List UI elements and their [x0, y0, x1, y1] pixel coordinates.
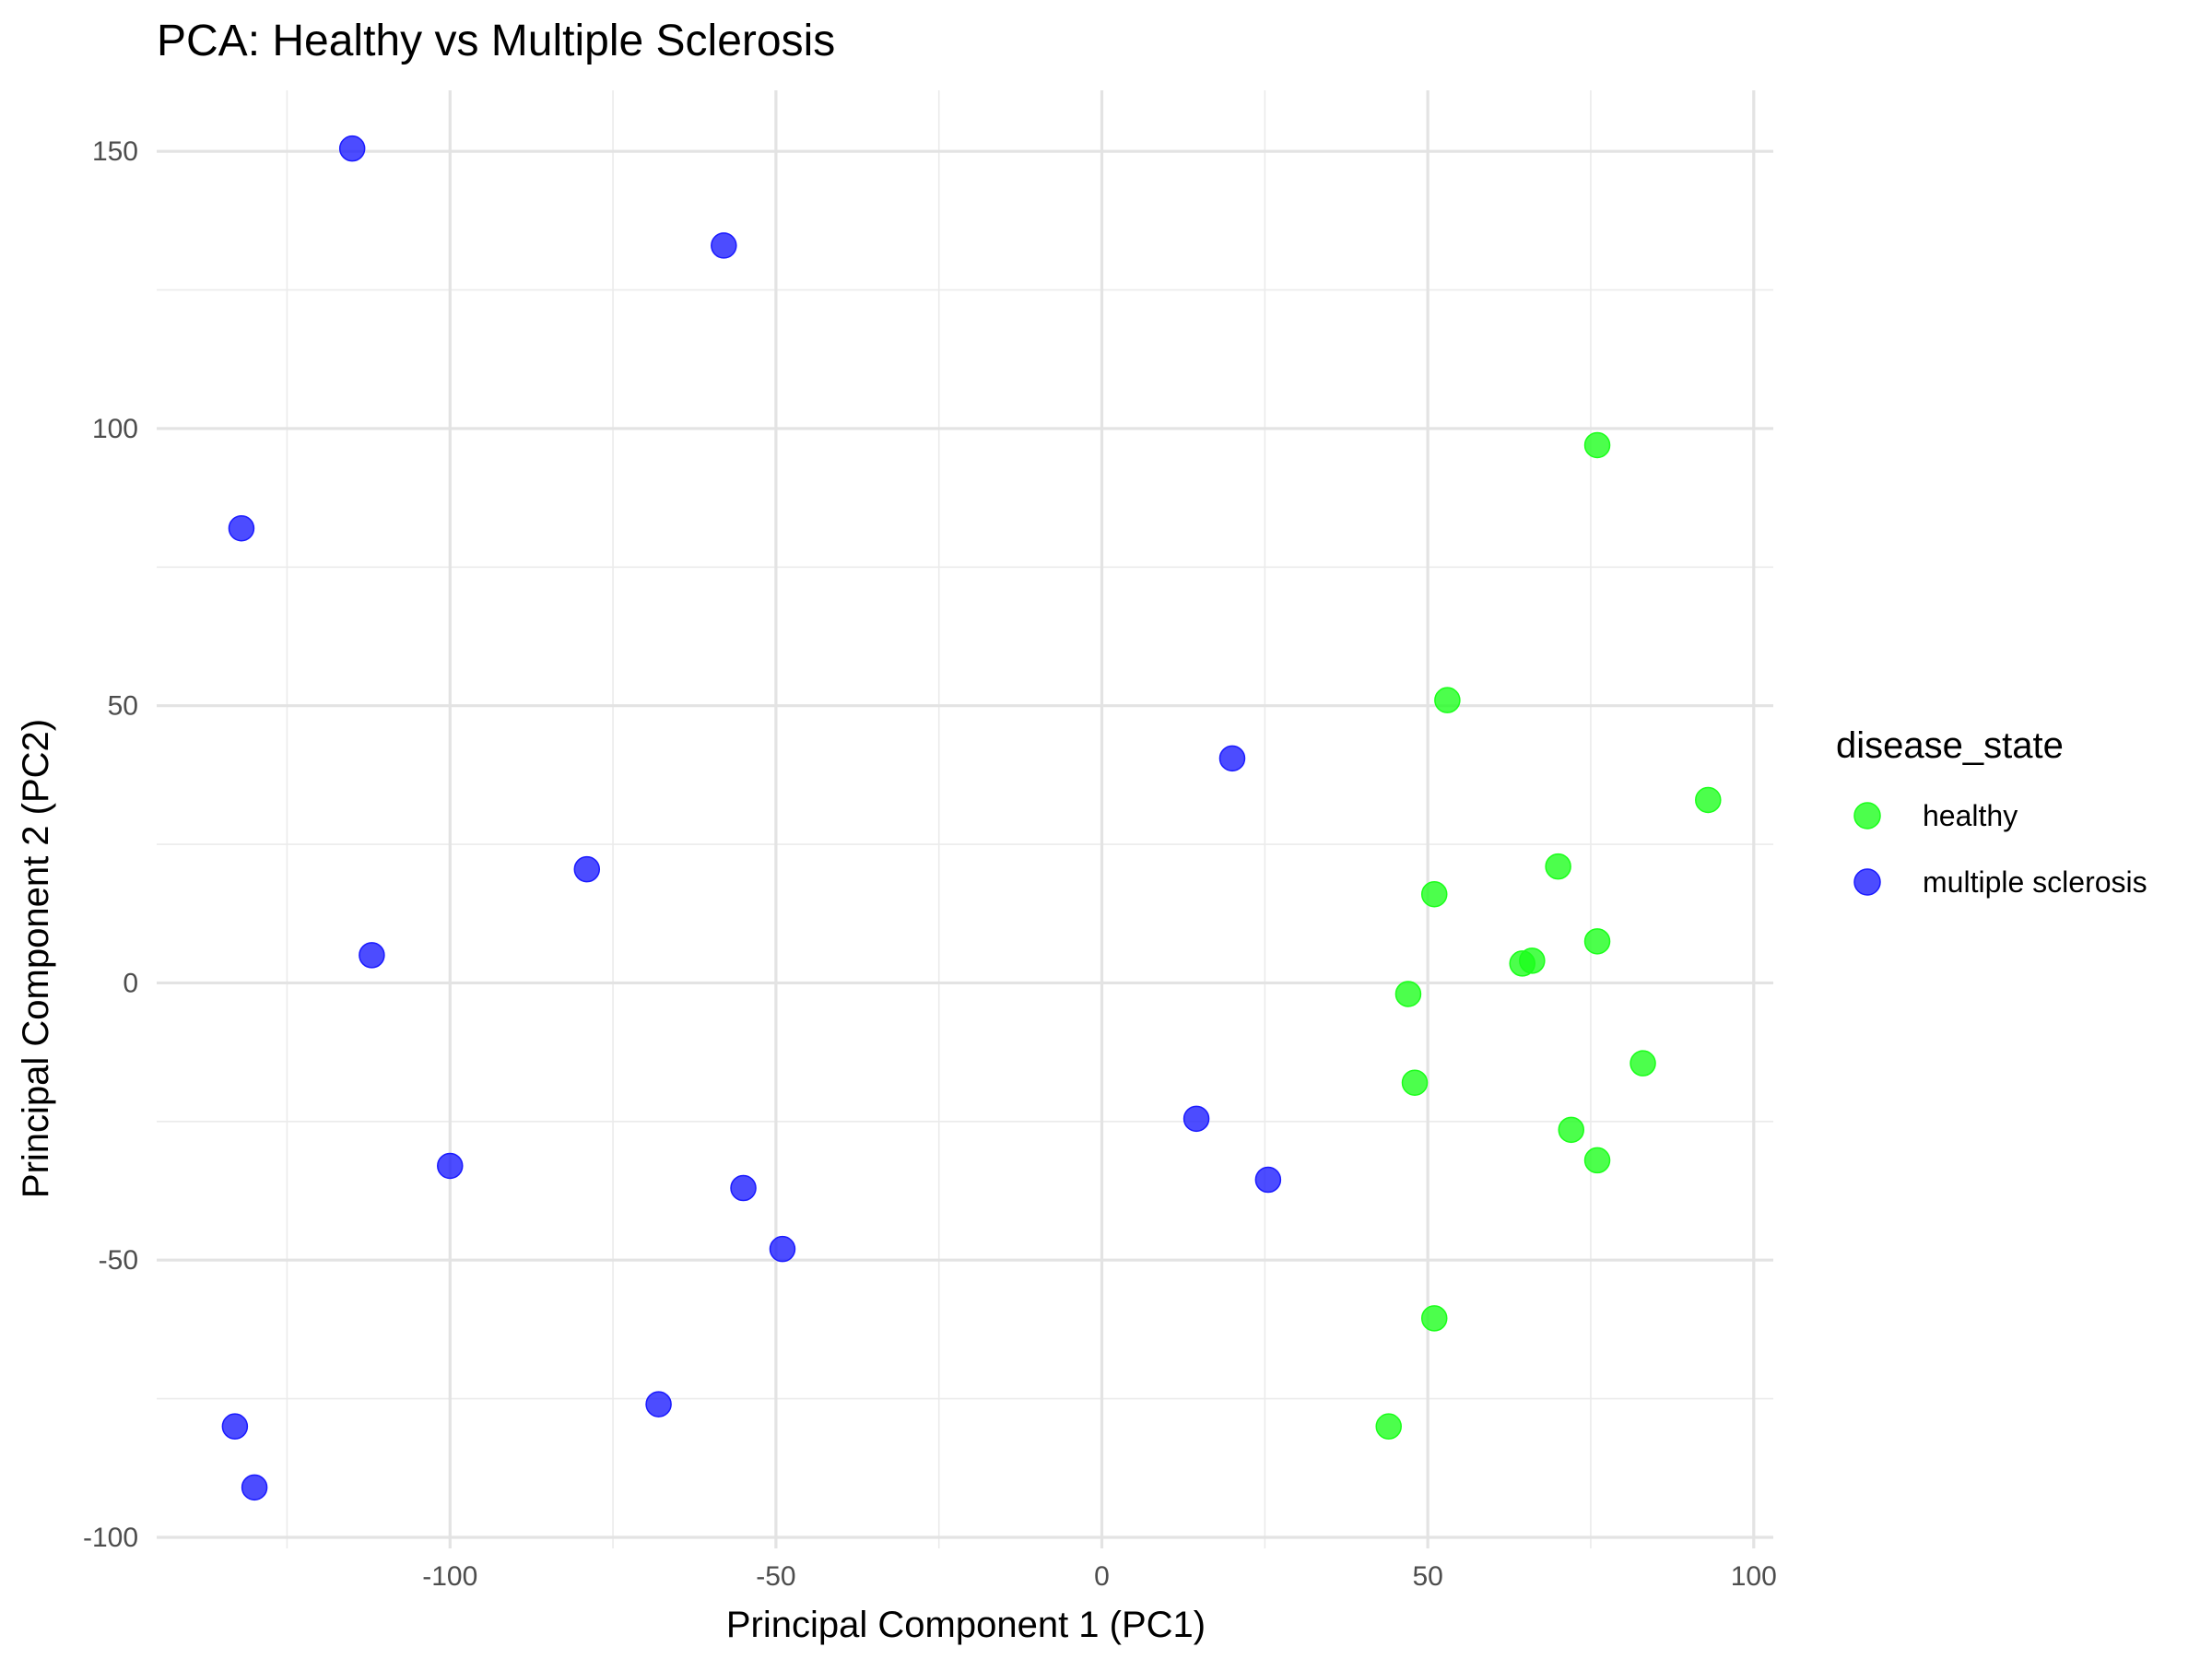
- y-tick-label: 0: [123, 968, 138, 998]
- legend: disease_state healthy multiple sclerosis: [1836, 725, 2147, 899]
- x-tick-label: -50: [756, 1561, 795, 1592]
- x-tick-label: 100: [1731, 1561, 1777, 1592]
- data-point: [1218, 745, 1246, 772]
- y-axis-label: Principal Component 2 (PC2): [16, 719, 56, 1198]
- data-point: [711, 232, 737, 259]
- data-point: [1558, 1116, 1584, 1144]
- legend-label: healthy: [1923, 799, 2018, 832]
- data-point: [1434, 687, 1461, 713]
- data-point: [437, 1152, 464, 1180]
- data-point: [1509, 950, 1535, 977]
- data-points: [221, 135, 1722, 1501]
- data-point: [1254, 1166, 1282, 1194]
- data-point: [1583, 1147, 1611, 1174]
- y-tick-label: 100: [92, 414, 138, 444]
- x-tick-label: 50: [1412, 1561, 1442, 1592]
- data-point: [1583, 928, 1611, 955]
- data-point: [241, 1474, 268, 1501]
- x-tick-label: -100: [422, 1561, 477, 1592]
- legend-label: multiple sclerosis: [1923, 865, 2147, 899]
- legend-swatch: [1853, 802, 1881, 830]
- y-tick-label: 150: [92, 136, 138, 167]
- data-point: [1695, 786, 1722, 814]
- y-axis-ticks: -100 -50 0 50 100 150: [83, 136, 138, 1553]
- data-point: [359, 942, 385, 969]
- data-point: [573, 855, 601, 883]
- data-point: [769, 1235, 796, 1263]
- data-point: [1630, 1050, 1656, 1077]
- x-axis-ticks: -100 -50 0 50 100: [422, 1561, 1777, 1592]
- chart-title: PCA: Healthy vs Multiple Sclerosis: [157, 17, 835, 65]
- data-point: [338, 135, 366, 162]
- data-point: [645, 1391, 672, 1418]
- x-axis-label: Principal Component 1 (PC1): [726, 1605, 1206, 1645]
- data-point: [228, 514, 255, 542]
- y-tick-label: -100: [83, 1523, 138, 1553]
- data-point: [1394, 981, 1422, 1007]
- data-point: [221, 1413, 249, 1440]
- x-tick-label: 0: [1094, 1561, 1110, 1592]
- data-point: [730, 1174, 757, 1202]
- data-point: [1375, 1413, 1402, 1440]
- data-point: [1583, 431, 1611, 459]
- data-point: [1420, 1305, 1448, 1332]
- data-point: [1401, 1069, 1429, 1096]
- data-point: [1420, 880, 1448, 908]
- legend-title: disease_state: [1836, 725, 2064, 766]
- grid: [157, 90, 1773, 1548]
- legend-swatch: [1853, 868, 1881, 896]
- y-tick-label: -50: [99, 1245, 138, 1276]
- data-point: [1182, 1105, 1210, 1133]
- data-point: [1545, 853, 1571, 880]
- y-tick-label: 50: [108, 691, 138, 722]
